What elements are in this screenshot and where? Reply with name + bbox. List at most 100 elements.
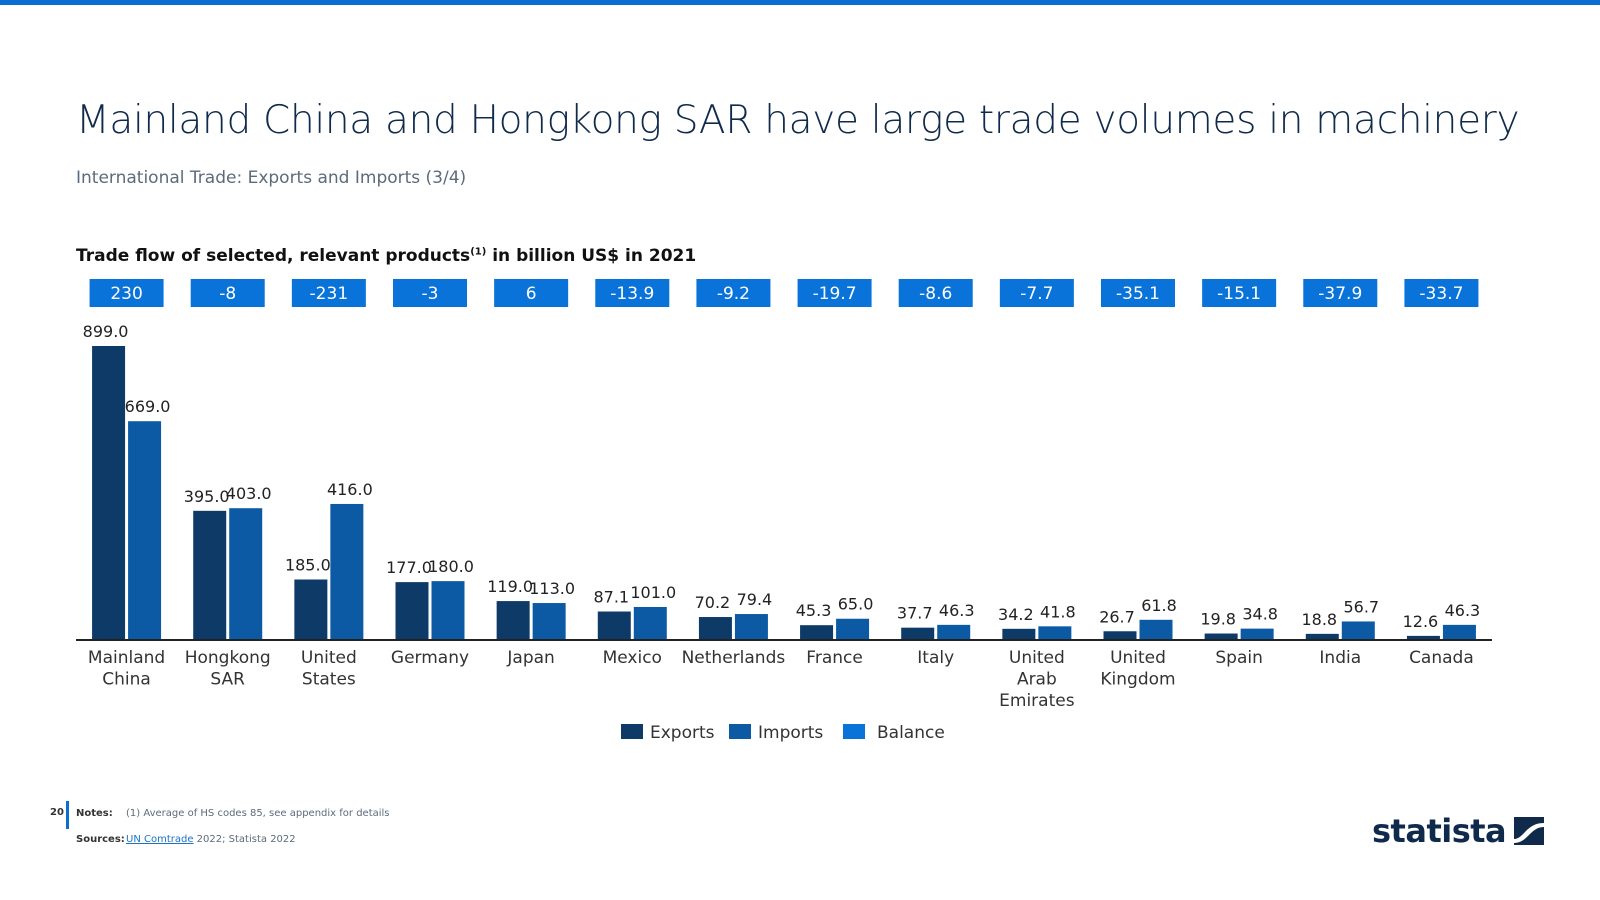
logo-text: statista [1372,812,1507,850]
balance-box [898,279,973,307]
exports-bar [1305,633,1339,640]
imports-value-label: 41.8 [1040,602,1076,621]
exports-bar [1204,633,1238,640]
imports-bar [1240,628,1274,640]
balance-label: -19.7 [813,284,857,304]
imports-value-label: 113.0 [529,579,575,598]
balance-box [1303,279,1378,307]
category-label: Arab [1017,670,1057,690]
notes-row: Notes: (1) Average of HS codes 85, see ap… [76,808,390,819]
imports-bar [229,508,263,640]
category-label: United [301,648,357,668]
exports-bar [1002,628,1036,640]
legend-imports-label: Imports [758,723,823,743]
balance-box [494,279,569,307]
exports-bar [395,582,429,640]
chart-title-rest: in billion US$ in 2021 [486,246,697,266]
balance-label: -8.6 [919,284,952,304]
chart-title-footnote: (1) [470,246,487,258]
category-label: States [302,670,356,690]
category-label: Emirates [999,691,1075,711]
legend-balance-swatch [843,724,865,739]
imports-bar [1442,624,1476,640]
exports-bar [597,611,631,640]
imports-value-label: 61.8 [1141,596,1177,615]
imports-value-label: 403.0 [226,484,272,503]
balance-box [999,279,1074,307]
balance-box [291,279,366,307]
imports-bar [1139,619,1173,640]
sources-text: 2022; Statista 2022 [193,834,296,845]
sources-row: Sources:UN Comtrade 2022; Statista 2022 [76,834,296,845]
imports-bar [431,581,465,640]
balance-box [1101,279,1175,307]
balance-box [1202,279,1277,307]
balance-box [89,279,164,307]
balance-label: -37.9 [1318,284,1362,304]
exports-value-label: 87.1 [593,588,629,607]
balance-label: -3 [422,284,439,304]
sources-link[interactable]: UN Comtrade [126,834,194,845]
page-number: 20 [50,807,64,818]
exports-bar [1406,635,1440,640]
balance-box [393,279,467,307]
exports-value-label: 45.3 [796,601,832,620]
chart-title: Trade flow of selected, relevant product… [76,246,696,266]
imports-value-label: 101.0 [630,583,676,602]
imports-value-label: 79.4 [737,590,773,609]
imports-value-label: 46.3 [1445,601,1481,620]
exports-value-label: 37.7 [897,604,933,623]
exports-value-label: 12.6 [1403,612,1439,631]
imports-value-label: 180.0 [428,557,474,576]
statista-logo-icon [1514,817,1545,845]
category-label: India [1319,648,1361,668]
category-label: France [806,648,863,668]
statista-logo: statista [1372,812,1545,850]
balance-label: -231 [310,284,349,304]
imports-value-label: 56.7 [1343,597,1379,616]
imports-value-label: 34.8 [1242,605,1278,624]
category-label: Germany [391,648,469,668]
category-label: Mexico [603,648,662,668]
exports-bar [92,346,126,640]
exports-value-label: 177.0 [386,558,432,577]
exports-bar [698,617,732,640]
balance-box [797,279,872,307]
top-accent-bar [0,0,1600,5]
category-label: United [1009,648,1065,668]
exports-value-label: 34.2 [998,605,1034,624]
balance-box [1404,279,1479,307]
category-label: Kingdom [1100,670,1175,690]
exports-bar [800,625,834,640]
category-label: China [102,670,151,690]
balance-box [696,279,771,307]
balance-label: 230 [110,284,142,304]
exports-value-label: 19.8 [1200,610,1236,629]
imports-value-label: 46.3 [939,601,975,620]
imports-bar [836,618,870,640]
category-label: Italy [917,648,954,668]
balance-label: -7.7 [1020,284,1053,304]
exports-bar [1103,631,1137,640]
balance-box [190,279,265,307]
exports-value-label: 119.0 [487,577,533,596]
notes-text: (1) Average of HS codes 85, see appendix… [126,808,390,819]
exports-value-label: 185.0 [285,555,331,574]
imports-value-label: 65.0 [838,595,874,614]
page-subtitle: International Trade: Exports and Imports… [76,168,467,188]
balance-label: -9.2 [717,284,750,304]
balance-label: -35.1 [1116,284,1160,304]
exports-bar [496,601,530,640]
imports-bar [330,503,364,640]
category-label: Spain [1215,648,1263,668]
category-label: United [1110,648,1166,668]
balance-label: 6 [526,284,537,304]
exports-value-label: 26.7 [1099,607,1135,626]
chart-title-main: Trade flow of selected, relevant product… [76,246,471,266]
category-label: SAR [210,670,245,690]
exports-bar [193,510,227,640]
exports-bar [294,579,328,640]
balance-label: -13.9 [610,284,654,304]
imports-bar [532,603,566,640]
